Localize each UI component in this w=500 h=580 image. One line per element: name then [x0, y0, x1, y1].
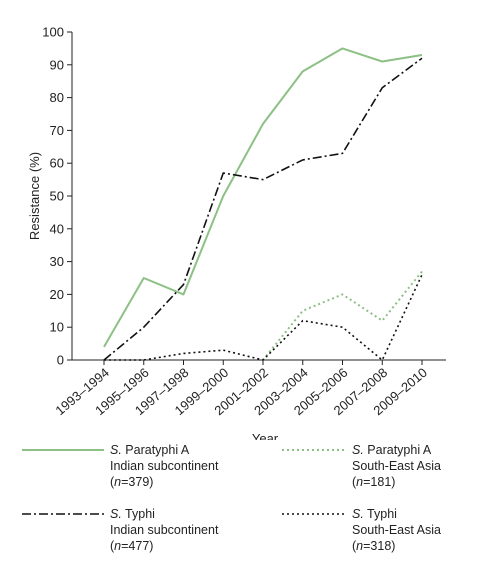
legend-label-typhi-sea: S. Typhi — [352, 507, 397, 521]
legend-swatch-paratyphi-indian — [22, 449, 104, 451]
legend-swatch-typhi-sea — [282, 513, 344, 515]
y-axis: 0 10 20 30 40 50 60 70 80 90 100 — [42, 25, 73, 368]
legend-n-typhi-sea: (n=318) — [352, 539, 396, 553]
y-tick-label: 60 — [50, 156, 64, 171]
y-tick-label: 30 — [50, 254, 64, 269]
legend-n-paratyphi-sea: (n=181) — [352, 475, 396, 489]
legend-swatch-typhi-indian — [22, 513, 104, 515]
legend-label-paratyphi-sea: S. Paratyphi A — [352, 443, 432, 457]
series-line-paratyphi-sea — [262, 270, 423, 361]
y-tick-label: 70 — [50, 123, 64, 138]
legend-label-paratyphi-indian: S. Paratyphi A — [110, 443, 190, 457]
plot-lines — [103, 47, 423, 361]
y-tick-label: 40 — [50, 221, 64, 236]
y-tick-label: 90 — [50, 57, 64, 72]
series-line-typhi-indian — [103, 57, 423, 361]
x-axis-title: Year — [252, 431, 279, 440]
y-tick-label: 20 — [50, 287, 64, 302]
legend-region-paratyphi-sea: South-East Asia — [352, 459, 441, 473]
y-tick-label: 10 — [50, 320, 64, 335]
chart: 0 10 20 30 40 50 60 70 80 90 100 1993–19941995–199… — [27, 25, 446, 440]
series-line-typhi-sea — [104, 274, 423, 361]
legend-n-typhi-indian: (n=477) — [110, 539, 154, 553]
x-axis: 1993–19941995–19961997–19981999–20002001… — [52, 359, 446, 418]
y-tick-label: 80 — [50, 90, 64, 105]
legend-region-typhi-sea: South-East Asia — [352, 523, 441, 537]
legend-label-typhi-indian: S. Typhi — [110, 507, 155, 521]
y-axis-title: Resistance (%) — [27, 152, 42, 240]
y-tick-label: 0 — [57, 353, 64, 368]
legend-swatch-paratyphi-sea — [282, 449, 344, 451]
legend-n-paratyphi-indian: (n=379) — [110, 475, 154, 489]
y-tick-label: 50 — [50, 189, 64, 204]
series-line-paratyphi-indian — [103, 47, 423, 348]
y-tick-label: 100 — [42, 25, 64, 40]
legend-region-typhi-indian: Indian subcontinent — [110, 523, 219, 537]
legend-region-paratyphi-indian: Indian subcontinent — [110, 459, 219, 473]
legend: S. Paratyphi A Indian subcontinent (n=37… — [22, 442, 492, 572]
